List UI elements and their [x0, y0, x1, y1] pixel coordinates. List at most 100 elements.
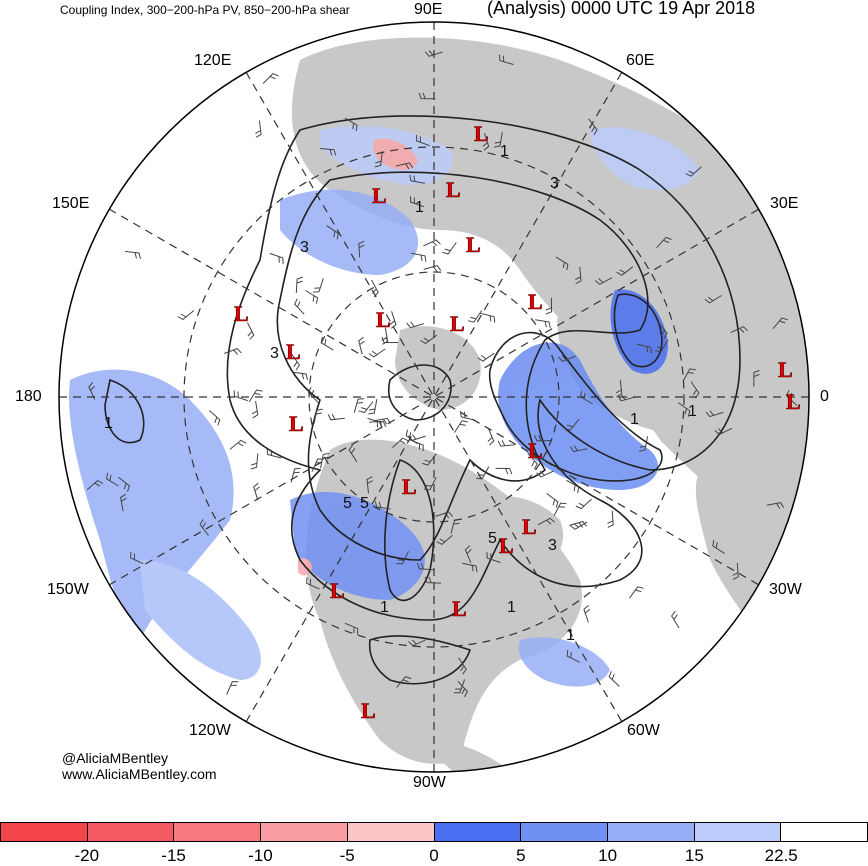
colorbar — [0, 822, 868, 844]
wind-barb — [616, 266, 634, 276]
wind-barb — [327, 413, 345, 421]
shade-pacific-lower — [140, 560, 261, 680]
colorbar-segment — [173, 822, 262, 842]
wind-barb — [396, 676, 412, 688]
lon-label-120w: 120W — [189, 722, 231, 739]
wind-barb — [423, 476, 437, 491]
low-marker: L — [778, 357, 793, 382]
colorbar-tick-label: 15 — [684, 846, 704, 865]
shade-pink-asia — [373, 138, 418, 170]
wind-barb — [255, 120, 262, 138]
wind-barb — [732, 562, 739, 580]
wind-barb — [369, 420, 387, 428]
contour-label: 5 — [360, 495, 369, 512]
low-marker: L — [286, 339, 301, 364]
wind-barb — [250, 453, 259, 470]
contour-pacific — [104, 378, 145, 444]
wind-barb — [125, 250, 141, 260]
contour-label: 1 — [630, 411, 639, 428]
credit-website: www.AliciaMBentley.com — [62, 766, 217, 782]
contour-label: 1 — [507, 599, 516, 616]
colorbar-tick-label: 5 — [516, 846, 526, 865]
lon-label-150w: 150W — [47, 581, 89, 598]
wind-barb — [348, 444, 358, 462]
low-pressure-markers: L L L L L L L L L L L L L L L L L L L — [234, 121, 801, 724]
wind-barb — [86, 479, 104, 491]
colorbar-segment — [260, 822, 348, 842]
wind-barb — [678, 402, 691, 417]
shade-atlantic-lower — [518, 637, 610, 687]
wind-barb — [374, 151, 383, 168]
wind-barb — [305, 290, 319, 304]
colorbar-segment — [86, 822, 175, 842]
wind-barb — [607, 510, 614, 528]
wind-barb — [105, 472, 119, 487]
contour-label: 1 — [415, 199, 424, 216]
wind-barb — [381, 327, 389, 345]
colorbar-tick-label: -5 — [339, 846, 355, 865]
wind-barb — [374, 501, 391, 510]
wind-barb — [575, 498, 592, 510]
contour-inner — [276, 171, 649, 561]
wind-barb — [495, 467, 513, 475]
wind-barb — [251, 400, 259, 419]
wind-barb — [199, 519, 209, 536]
contour-label: 1 — [380, 599, 389, 616]
wind-barb — [730, 326, 749, 334]
wind-barb — [569, 445, 588, 453]
wind-barb — [117, 476, 130, 492]
wind-barb — [326, 225, 339, 240]
wind-barb — [294, 298, 305, 315]
wind-barb — [411, 252, 427, 262]
wind-barb — [536, 470, 554, 478]
wind-barb — [566, 479, 580, 494]
wind-barb — [458, 657, 467, 675]
wind-barb — [410, 439, 424, 452]
wind-barb — [295, 276, 303, 294]
wind-barb — [482, 132, 490, 151]
wind-barb — [320, 148, 337, 156]
wind-barb — [313, 408, 323, 425]
wind-barb — [262, 73, 279, 84]
low-marker: L — [466, 232, 481, 257]
contour-outer — [226, 115, 741, 621]
wind-barb — [658, 321, 668, 339]
wind-barb — [248, 389, 263, 403]
contour-label: 5 — [488, 530, 497, 547]
wind-barb — [534, 435, 551, 442]
colorbar-tick-label: 10 — [598, 846, 618, 865]
wind-barb — [712, 539, 725, 554]
greenland-land — [480, 496, 564, 570]
wind-barb — [226, 681, 239, 695]
wind-barb — [557, 355, 576, 362]
wind-barb — [671, 610, 680, 629]
valid-time-title: (Analysis) 0000 UTC 19 Apr 2018 — [487, 0, 756, 18]
wind-barb — [462, 562, 478, 573]
wind-barb — [546, 492, 559, 508]
field-title: Coupling Index, 300−200-hPa PV, 850−200-… — [60, 3, 350, 17]
wind-barb — [583, 605, 591, 623]
latitude-circle-middle — [183, 146, 685, 648]
shade-europe-blob — [610, 289, 668, 374]
contour-label: 1 — [688, 403, 697, 420]
colorbar-tick-label: -10 — [248, 846, 273, 865]
wind-barb — [566, 650, 580, 663]
wind-barb — [497, 440, 515, 447]
wind-barb — [344, 622, 359, 635]
low-marker: L — [330, 578, 345, 603]
low-marker: L — [446, 177, 461, 202]
colorbar-segment — [693, 822, 782, 842]
polar-stereographic-map: 1 1 1 1 3 3 3 3 5 5 5 1 1 1 1 L L L L L … — [58, 21, 810, 773]
shade-atlantic-trough — [498, 342, 659, 490]
low-marker: L — [289, 411, 304, 436]
wind-barb — [442, 242, 457, 255]
wind-barb — [772, 317, 788, 330]
wind-barb — [395, 162, 414, 170]
wind-barb — [704, 295, 722, 304]
low-marker: L — [452, 596, 467, 621]
contour-label: 3 — [270, 345, 279, 362]
wind-barb — [312, 278, 324, 293]
wind-barb — [229, 439, 247, 450]
wind-barb — [409, 174, 425, 184]
low-marker: L — [450, 311, 465, 336]
